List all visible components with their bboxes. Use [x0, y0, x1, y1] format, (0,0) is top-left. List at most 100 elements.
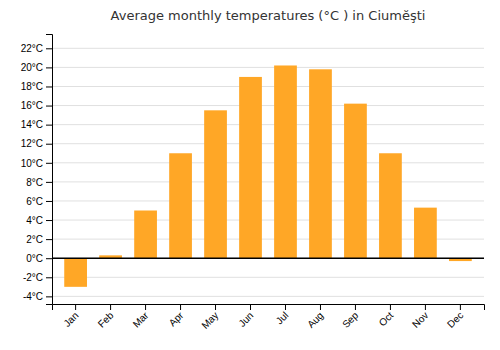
- x-tick-mark: [425, 304, 426, 310]
- grid-line: [52, 143, 484, 144]
- x-tick-mark: [390, 304, 391, 310]
- grid-line: [52, 162, 484, 163]
- bars: [52, 65, 484, 286]
- y-tick: 14°C: [21, 119, 52, 130]
- y-tick-mark: [46, 277, 52, 278]
- bar: [169, 153, 192, 258]
- x-tick-label: Jan: [61, 310, 80, 329]
- grid-line: [52, 181, 484, 182]
- x-tick-mark: [180, 304, 181, 310]
- y-tick-mark: [46, 163, 52, 164]
- x-tick: Nov: [410, 304, 430, 330]
- y-tick-label: 12°C: [21, 138, 43, 149]
- y-tick-label: 0°C: [26, 253, 43, 264]
- x-tick-label: May: [199, 310, 220, 331]
- grid: [52, 48, 484, 296]
- y-tick-label: -4°C: [23, 291, 43, 302]
- y-tick: 8°C: [26, 177, 52, 188]
- bar: [309, 69, 332, 258]
- x-tick: Jan: [61, 304, 80, 329]
- x-tick-label: Feb: [96, 309, 116, 329]
- y-tick-mark: [46, 106, 52, 107]
- x-tick-label: Oct: [377, 310, 396, 329]
- y-axis: -4°C -2°C 0°C 2°C 4°C 6°C 8°C 10°C 12°C 14°C 16°C 1…: [21, 35, 53, 305]
- x-tick-label: Aug: [305, 310, 325, 330]
- y-tick: 12°C: [21, 138, 52, 149]
- grid-line: [52, 48, 484, 49]
- y-tick-label: 10°C: [21, 157, 43, 168]
- x-tick-mark: [75, 304, 76, 310]
- y-tick-mark: [46, 182, 52, 183]
- bar: [344, 104, 367, 259]
- x-tick: Jul: [274, 304, 291, 326]
- y-tick: -4°C: [23, 291, 52, 302]
- x-tick: May: [199, 304, 220, 331]
- bar: [134, 211, 157, 259]
- y-axis-line: [46, 35, 53, 305]
- y-tick-label: 2°C: [26, 234, 43, 245]
- y-tick: 20°C: [21, 62, 52, 73]
- y-tick-label: 16°C: [21, 100, 43, 111]
- x-tick-mark: [145, 304, 146, 310]
- x-tick: Sep: [340, 304, 361, 330]
- x-tick: Apr: [167, 304, 186, 328]
- bar: [274, 65, 297, 258]
- bar: [239, 77, 262, 258]
- x-tick-label: Sep: [340, 309, 361, 330]
- x-tick-mark: [285, 304, 286, 310]
- y-tick-label: 8°C: [26, 177, 43, 188]
- bar: [204, 110, 227, 258]
- x-tick-mark: [460, 304, 461, 310]
- y-tick-mark: [46, 296, 52, 297]
- x-tick: Dec: [445, 304, 465, 330]
- y-tick-mark: [46, 239, 52, 240]
- y-tick-label: 6°C: [26, 196, 43, 207]
- y-tick-label: 14°C: [21, 119, 43, 130]
- x-tick-label: Mar: [131, 309, 151, 329]
- x-tick-mark: [355, 304, 356, 310]
- y-tick-mark: [46, 201, 52, 202]
- zero-line: [52, 257, 484, 259]
- x-tick-mark: [320, 304, 321, 310]
- x-axis-line: [53, 305, 485, 311]
- y-tick: 4°C: [26, 215, 52, 226]
- x-tick-label: Apr: [167, 309, 186, 328]
- x-tick-label: Dec: [445, 310, 465, 330]
- y-tick-mark: [46, 220, 52, 221]
- bar: [64, 258, 87, 287]
- y-tick-label: 20°C: [21, 62, 43, 73]
- x-tick-mark: [110, 304, 111, 310]
- x-tick-label: Nov: [410, 310, 430, 330]
- x-tick: Feb: [96, 304, 116, 330]
- y-tick: 0°C: [26, 253, 52, 264]
- grid-line: [52, 67, 484, 68]
- y-tick: 10°C: [21, 157, 52, 168]
- y-tick: 22°C: [21, 43, 52, 54]
- x-tick-mark: [250, 304, 251, 310]
- grid-line: [52, 296, 484, 297]
- y-tick-label: 22°C: [21, 43, 43, 54]
- grid-line: [52, 124, 484, 125]
- y-tick-mark: [46, 48, 52, 49]
- title: Average monthly temperatures (°C ) in Ci…: [111, 8, 426, 23]
- y-tick: 16°C: [21, 100, 52, 111]
- y-tick: -2°C: [23, 272, 52, 283]
- x-axis: JanFebMarAprMayJunJulAugSepOctNovDec: [53, 304, 485, 331]
- grid-line: [52, 200, 484, 201]
- x-tick: Aug: [305, 304, 325, 330]
- y-tick: 18°C: [21, 81, 52, 92]
- grid-line: [52, 86, 484, 87]
- y-tick-mark: [46, 144, 52, 145]
- y-tick: 6°C: [26, 196, 52, 207]
- y-tick-mark: [46, 67, 52, 68]
- plot: -4°C -2°C 0°C 2°C 4°C 6°C 8°C 10°C 12°C 14°C 16°C 1…: [21, 35, 485, 331]
- x-tick-label: Jul: [274, 310, 291, 327]
- y-tick-label: 18°C: [21, 81, 43, 92]
- bar: [379, 153, 402, 258]
- y-tick: 2°C: [26, 234, 52, 245]
- y-tick-mark: [46, 258, 52, 259]
- grid-line: [52, 258, 484, 259]
- x-tick: Oct: [377, 304, 396, 328]
- y-tick-mark: [46, 86, 52, 87]
- x-tick: Mar: [131, 304, 151, 330]
